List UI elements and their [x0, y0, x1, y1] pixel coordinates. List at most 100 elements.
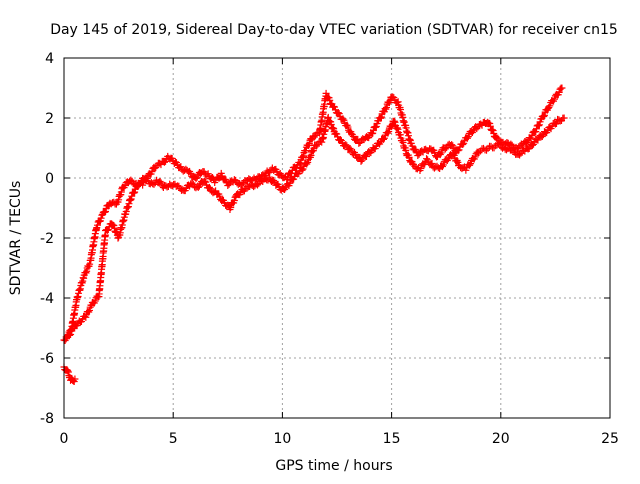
data-point-marker [101, 208, 109, 216]
data-points [60, 84, 568, 386]
data-point-marker [405, 153, 413, 161]
y-axis-label: SDTVAR / TECUs [8, 181, 24, 296]
data-point-marker [91, 297, 99, 305]
data-point-marker [286, 179, 294, 187]
data-point-marker [462, 166, 470, 174]
data-point-marker [467, 160, 475, 168]
data-point-marker [346, 145, 354, 153]
y-tick-label: 4 [45, 51, 54, 67]
data-point-marker [202, 178, 210, 186]
data-point-marker [384, 129, 392, 137]
data-point-marker [230, 197, 238, 205]
data-point-marker [436, 151, 444, 159]
data-point-marker [528, 132, 536, 140]
data-point-marker [380, 134, 388, 142]
data-point-marker [450, 151, 458, 159]
data-point-marker [439, 161, 447, 169]
data-point-marker [339, 115, 347, 123]
data-point-marker [85, 308, 93, 316]
series-track-early [60, 363, 79, 386]
x-tick-label: 15 [383, 431, 401, 447]
data-point-marker [340, 116, 348, 124]
data-point-marker [150, 180, 158, 188]
plot-frame [63, 57, 611, 419]
data-point-marker [148, 168, 156, 176]
data-point-marker [488, 126, 496, 134]
data-point-marker [466, 161, 474, 169]
data-point-marker [487, 142, 495, 150]
x-tick-label: 25 [601, 431, 619, 447]
data-point-marker [188, 179, 196, 187]
data-point-marker [201, 177, 209, 185]
data-point-marker [431, 148, 439, 156]
data-point-marker [558, 84, 566, 92]
data-point-marker [417, 165, 425, 173]
data-point-marker [97, 214, 105, 222]
x-axis-label: GPS time / hours [275, 458, 392, 474]
data-point-marker [305, 139, 313, 147]
y-tick-label: -2 [40, 231, 54, 247]
data-point-marker [372, 122, 380, 130]
data-point-marker [303, 160, 311, 168]
data-point-marker [304, 158, 312, 166]
grid-layer [64, 58, 610, 418]
data-point-marker [372, 123, 380, 131]
data-point-marker [377, 113, 385, 121]
data-point-marker [385, 127, 393, 135]
data-point-marker [454, 147, 462, 155]
data-point-marker [428, 160, 436, 168]
data-point-marker [489, 127, 497, 135]
data-point-marker [227, 203, 235, 211]
data-point-marker [265, 173, 273, 181]
y-tick-label: 2 [45, 111, 54, 127]
data-point-marker [437, 149, 445, 157]
data-point-marker [131, 188, 139, 196]
data-point-marker [205, 183, 213, 191]
data-point-marker [475, 149, 483, 157]
data-point-marker [322, 89, 330, 97]
data-point-marker [160, 158, 168, 166]
data-point-marker [93, 221, 101, 229]
data-point-marker [495, 140, 503, 148]
data-point-marker [299, 165, 307, 173]
data-point-marker [550, 95, 558, 103]
x-tick-label: 20 [492, 431, 510, 447]
y-tick-label: 0 [45, 171, 54, 187]
data-point-marker [82, 313, 90, 321]
data-point-marker [516, 151, 524, 159]
data-point-marker [344, 123, 352, 131]
data-point-marker [335, 110, 343, 118]
data-point-marker [449, 150, 457, 158]
x-tick-label: 0 [60, 431, 69, 447]
data-point-marker [528, 141, 536, 149]
axis-ticks: 0 5 10 15 20 25 -8 -6 -4 -2 0 2 4 [40, 51, 619, 447]
data-point-marker [383, 103, 391, 111]
data-point-marker [552, 119, 560, 127]
data-point-marker [103, 226, 111, 234]
data-point-marker [414, 152, 422, 160]
data-point-marker [336, 136, 344, 144]
x-tick-label: 10 [273, 431, 291, 447]
data-point-marker [545, 103, 553, 111]
data-point-marker [194, 183, 202, 191]
data-point-marker [334, 109, 342, 117]
x-tick-label: 5 [169, 431, 178, 447]
data-point-marker [423, 155, 431, 163]
data-point-marker [546, 102, 554, 110]
data-point-marker [130, 189, 138, 197]
data-point-marker [342, 141, 350, 149]
data-point-marker [312, 142, 320, 150]
data-point-marker [281, 186, 289, 194]
data-point-marker [85, 306, 93, 314]
data-point-marker [438, 163, 446, 171]
data-point-marker [540, 111, 548, 119]
data-point-marker [71, 375, 79, 383]
data-point-marker [357, 157, 365, 165]
chart-title: Day 145 of 2019, Sidereal Day-to-day VTE… [50, 22, 618, 38]
data-point-marker [254, 181, 262, 189]
y-tick-label: -6 [40, 351, 54, 367]
data-point-marker [101, 207, 109, 215]
data-point-marker [310, 133, 318, 141]
